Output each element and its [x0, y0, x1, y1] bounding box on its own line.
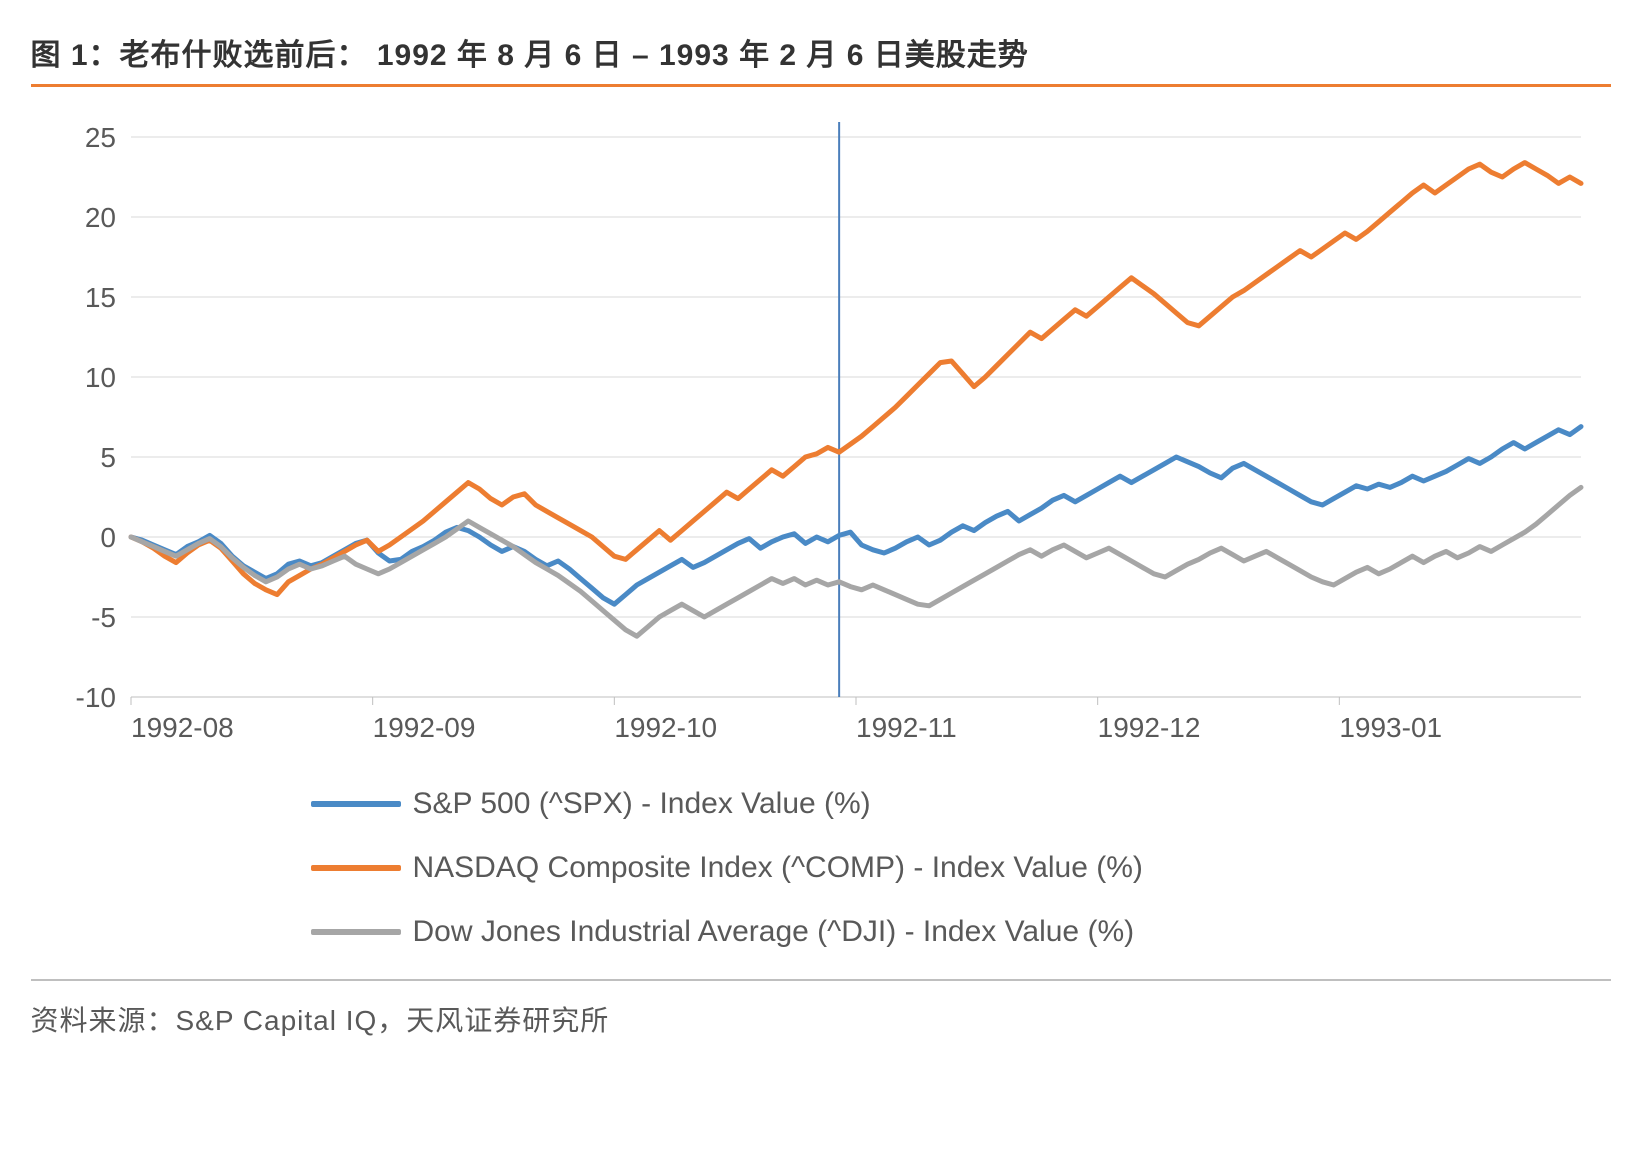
svg-text:1992-11: 1992-11	[856, 712, 957, 743]
legend-label: NASDAQ Composite Index (^COMP) - Index V…	[413, 851, 1143, 885]
figure-container: 图 1：老布什败选前后： 1992 年 8 月 6 日 – 1993 年 2 月…	[31, 30, 1611, 1039]
legend-item: NASDAQ Composite Index (^COMP) - Index V…	[311, 851, 1611, 885]
chart-title: 图 1：老布什败选前后： 1992 年 8 月 6 日 – 1993 年 2 月…	[31, 30, 1611, 84]
svg-text:20: 20	[84, 202, 115, 233]
svg-text:1993-01: 1993-01	[1339, 712, 1442, 743]
source-text: 资料来源：S&P Capital IQ，天风证券研究所	[31, 999, 1611, 1039]
svg-text:25: 25	[84, 122, 115, 153]
legend-swatch	[311, 865, 401, 871]
svg-text:-5: -5	[91, 602, 116, 633]
legend-swatch	[311, 929, 401, 935]
svg-text:1992-09: 1992-09	[372, 712, 475, 743]
source-divider	[31, 979, 1611, 981]
legend-label: Dow Jones Industrial Average (^DJI) - In…	[413, 915, 1135, 949]
svg-text:1992-10: 1992-10	[614, 712, 717, 743]
svg-text:15: 15	[84, 282, 115, 313]
legend-swatch	[311, 801, 401, 807]
title-underline	[31, 84, 1611, 87]
svg-text:1992-08: 1992-08	[131, 712, 234, 743]
legend: S&P 500 (^SPX) - Index Value (%) NASDAQ C…	[311, 787, 1611, 949]
legend-label: S&P 500 (^SPX) - Index Value (%)	[413, 787, 871, 821]
svg-text:10: 10	[84, 362, 115, 393]
svg-text:-10: -10	[75, 682, 115, 713]
legend-item: Dow Jones Industrial Average (^DJI) - In…	[311, 915, 1611, 949]
line-chart-svg: -10 -5 0 5 10 15 20 25 1992-08 1992-09 1992-10 1992…	[31, 117, 1611, 757]
svg-text:5: 5	[100, 442, 116, 473]
chart-area: -10 -5 0 5 10 15 20 25 1992-08 1992-09 1992-10 1992…	[31, 117, 1611, 757]
svg-text:1992-12: 1992-12	[1097, 712, 1200, 743]
svg-text:0: 0	[100, 522, 116, 553]
legend-item: S&P 500 (^SPX) - Index Value (%)	[311, 787, 1611, 821]
